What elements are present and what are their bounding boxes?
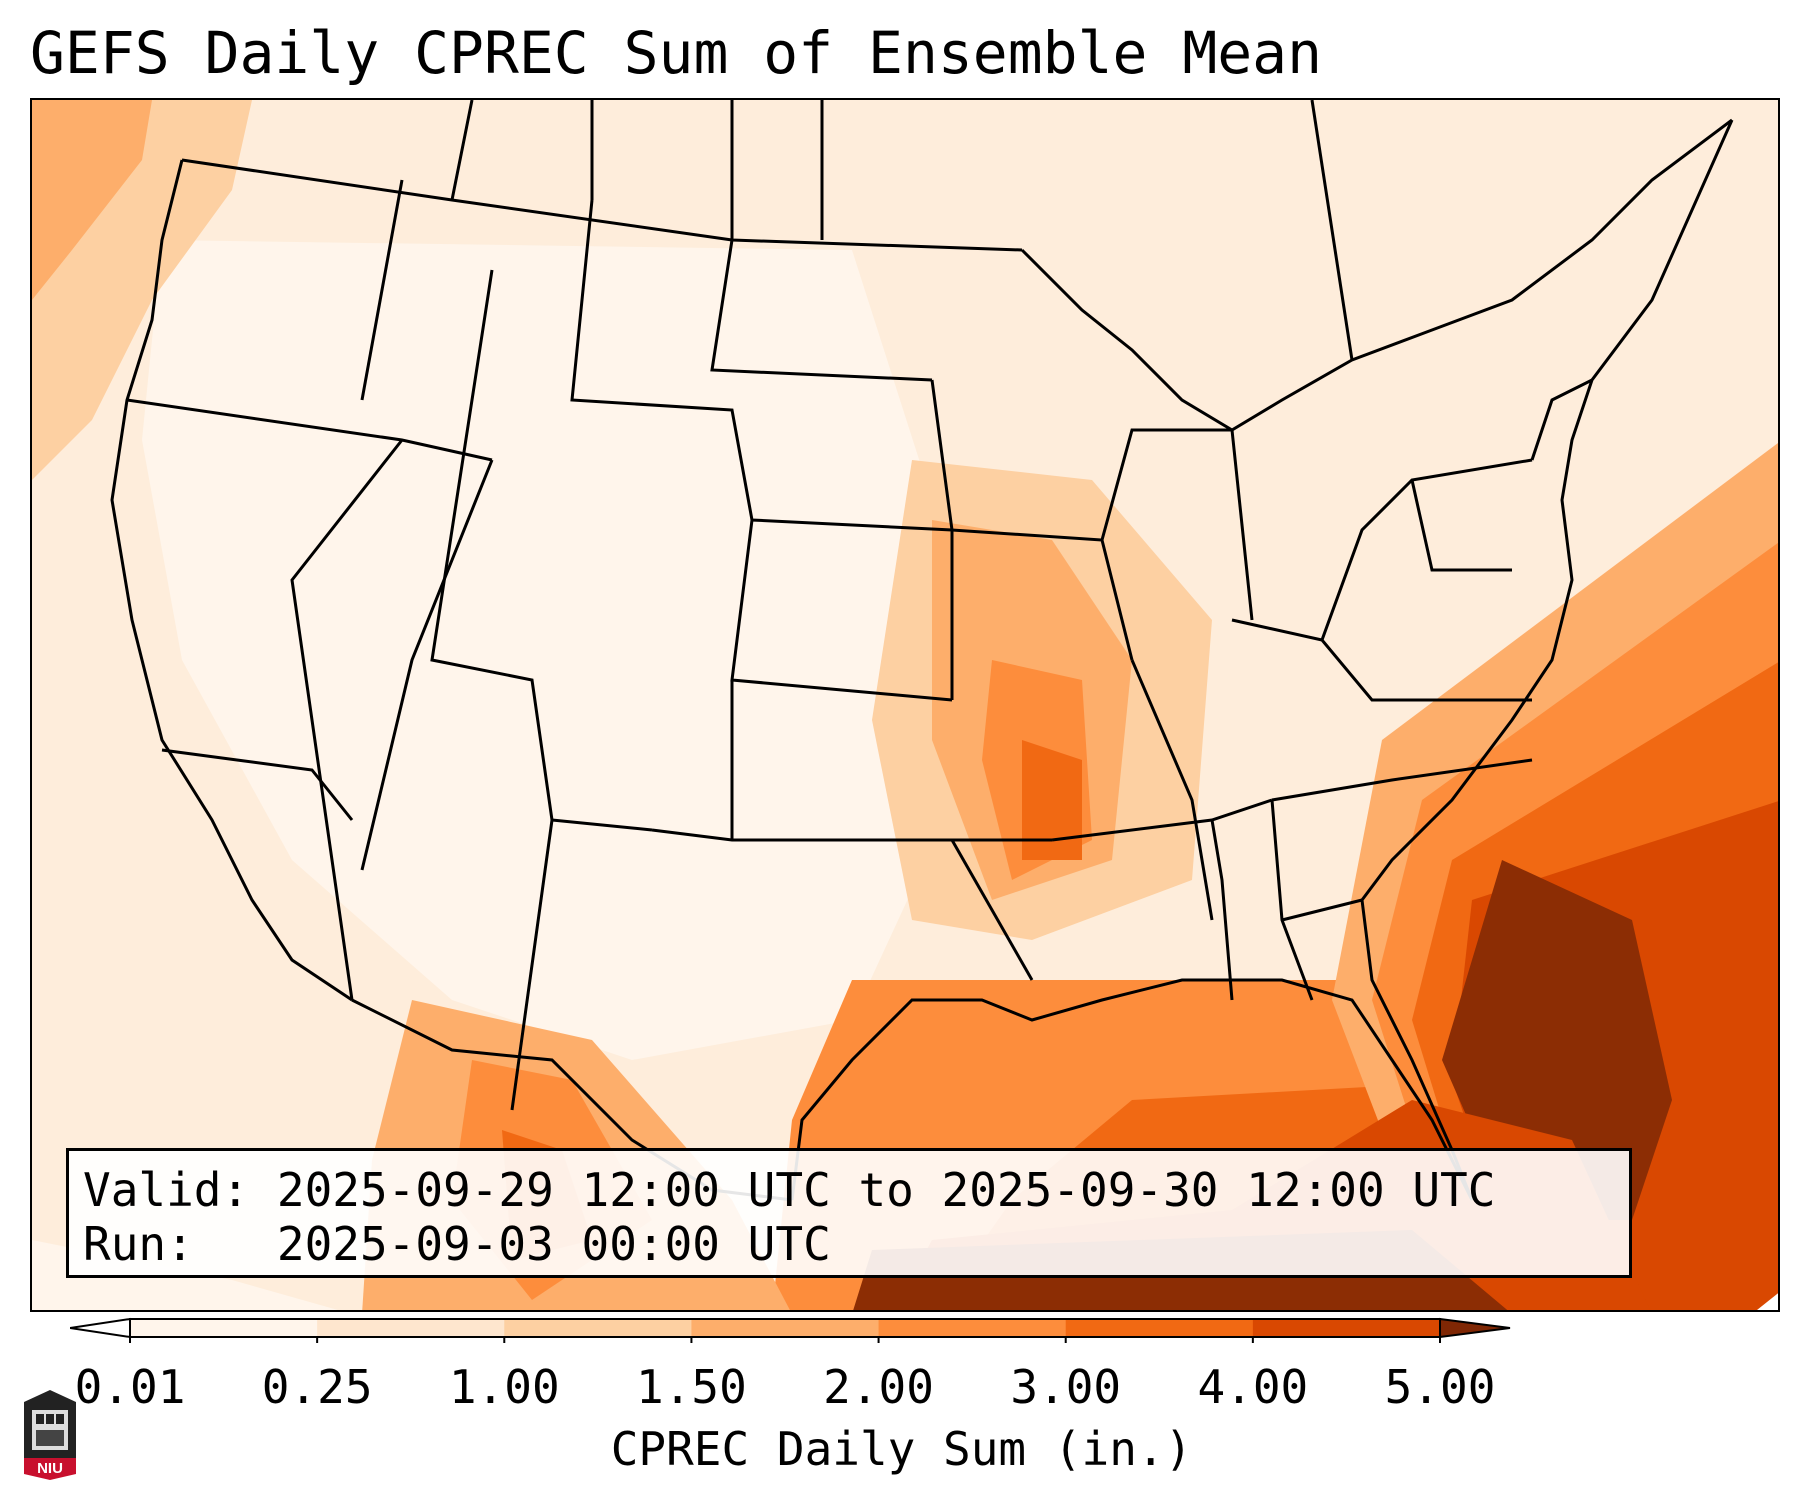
valid-run-info-box: Valid: 2025-09-29 12:00 UTC to 2025-09-3… [66, 1148, 1632, 1278]
valid-time-range: 2025-09-29 12:00 UTC to 2025-09-30 12:00… [276, 1163, 1496, 1217]
colorbar-segment [1065, 1319, 1254, 1337]
precipitation-map [30, 98, 1780, 1312]
colorbar-over-arrow [1439, 1317, 1511, 1339]
colorbar-tick-label: 1.50 [636, 1360, 747, 1414]
colorbar-tick-label: 5.00 [1384, 1360, 1496, 1414]
run-time: 2025-09-03 00:00 UTC [276, 1217, 831, 1271]
colorbar-segment [130, 1319, 318, 1337]
colorbar-tick-label: 3.00 [1010, 1360, 1122, 1414]
colorbar-tick-label: 2.00 [823, 1360, 934, 1414]
colorbar-under-arrow [70, 1317, 131, 1339]
run-label: Run: [83, 1217, 194, 1271]
colorbar-segment [878, 1319, 1067, 1337]
colorbar-tick-label: 0.25 [261, 1360, 373, 1414]
colorbar [70, 1317, 1511, 1343]
map-canvas [32, 100, 1778, 1310]
map-title: GEFS Daily CPREC Sum of Ensemble Mean [30, 19, 1323, 87]
colorbar-segment [317, 1319, 505, 1337]
state-boundaries [110, 100, 1734, 1202]
colorbar-title: CPREC Daily Sum (in.) [610, 1422, 1193, 1476]
colorbar-segment [691, 1319, 880, 1337]
niu-logo-icon: NIU [24, 1390, 76, 1480]
colorbar-outline [129, 1318, 1441, 1338]
colorbar-tick-label: 4.00 [1197, 1360, 1309, 1414]
colorbar-segments [70, 1317, 1511, 1343]
colorbar-tick-label: 1.00 [448, 1360, 560, 1414]
valid-label: Valid: [83, 1163, 250, 1217]
svg-text:NIU: NIU [37, 1460, 63, 1477]
colorbar-segment [1252, 1319, 1441, 1337]
precip-shading [32, 100, 1778, 1310]
colorbar-tick-label: 0.01 [74, 1360, 186, 1414]
colorbar-segment [504, 1319, 692, 1337]
